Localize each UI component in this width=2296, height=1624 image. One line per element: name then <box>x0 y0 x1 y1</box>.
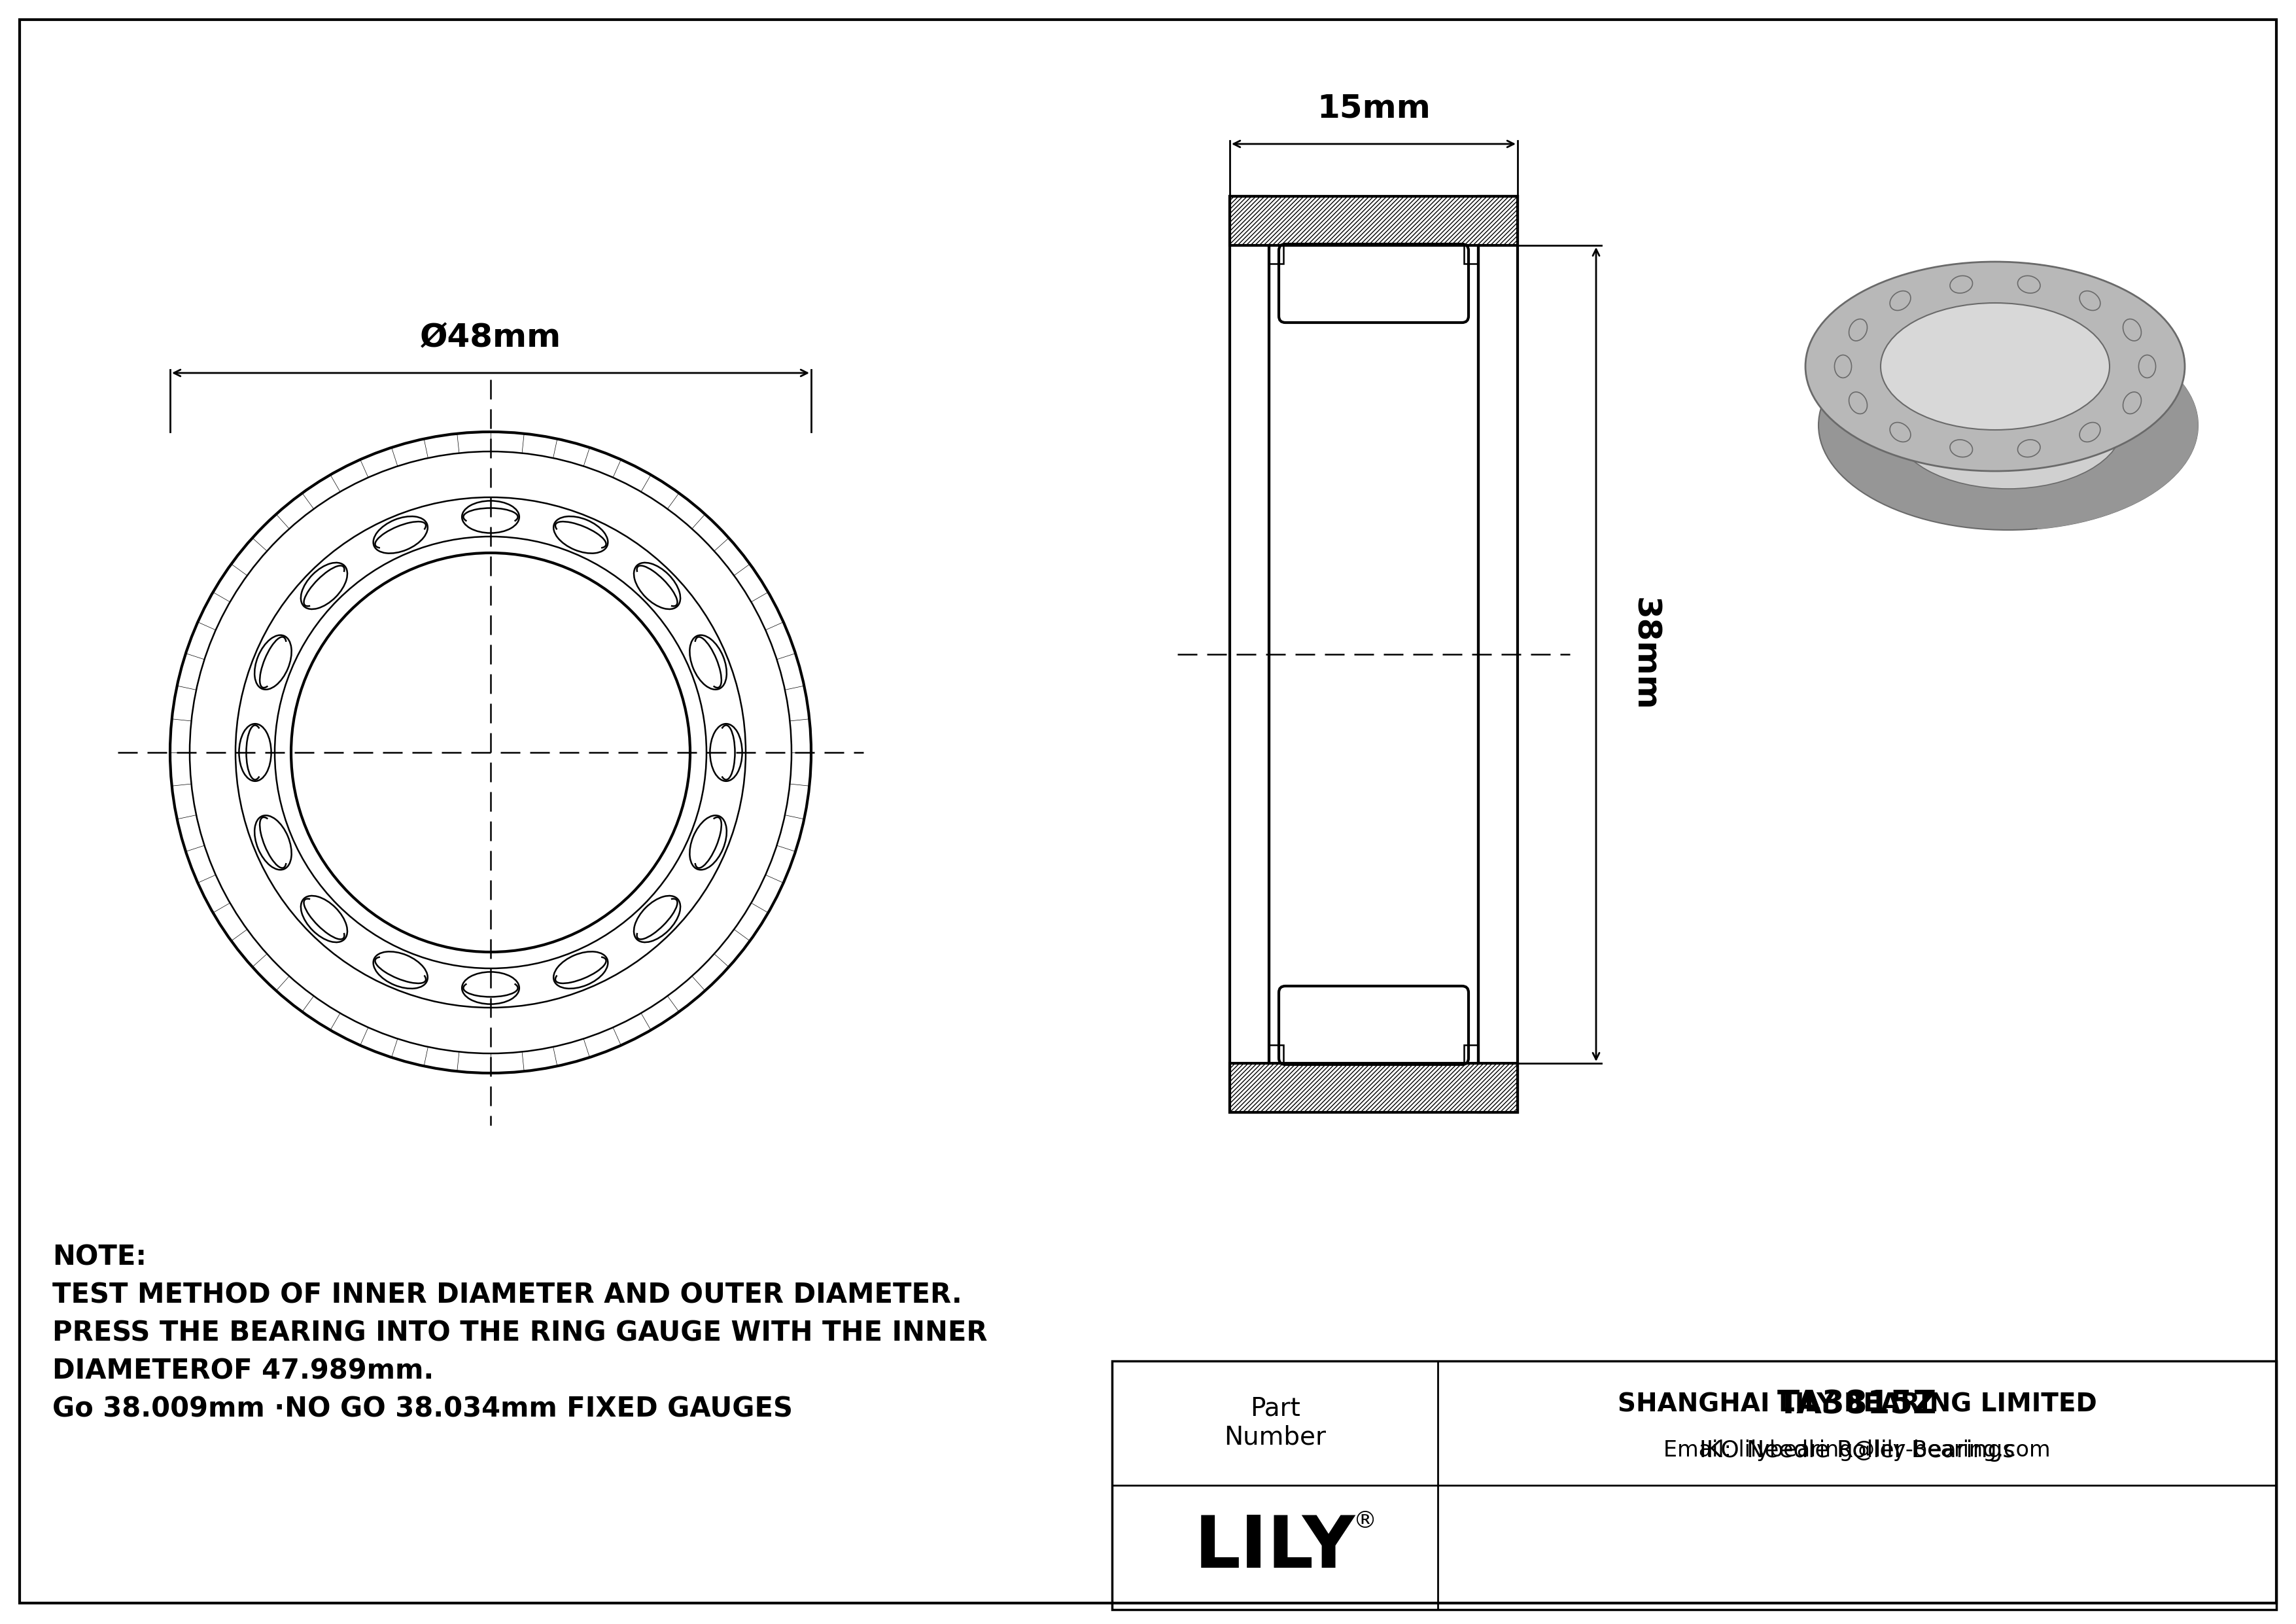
Bar <box>1231 197 1518 245</box>
Text: 15mm: 15mm <box>1318 93 1430 125</box>
Text: TEST METHOD OF INNER DIAMETER AND OUTER DIAMETER.: TEST METHOD OF INNER DIAMETER AND OUTER … <box>53 1281 962 1309</box>
Bar <box>1111 1361 2275 1609</box>
Text: SHANGHAI LILY BEARING LIMITED: SHANGHAI LILY BEARING LIMITED <box>1619 1392 2096 1416</box>
Bar <box>1465 245 1479 263</box>
Ellipse shape <box>1894 362 2124 489</box>
Ellipse shape <box>1880 304 2110 430</box>
Text: DIAMETEROF 47.989mm.: DIAMETEROF 47.989mm. <box>53 1358 434 1385</box>
Text: LILY: LILY <box>1194 1512 1355 1582</box>
Bar <box>1479 197 1518 1112</box>
Bar <box>1231 197 1270 1112</box>
Bar <box>1270 245 1283 263</box>
Text: Go 38.009mm ·NO GO 38.034mm FIXED GAUGES: Go 38.009mm ·NO GO 38.034mm FIXED GAUGES <box>53 1395 792 1423</box>
Text: NOTE:: NOTE: <box>53 1244 147 1270</box>
Bar <box>1231 1064 1518 1112</box>
Bar <box>1465 1044 1479 1064</box>
Text: IKO Needle Roller Bearings: IKO Needle Roller Bearings <box>1699 1439 2016 1462</box>
Text: PRESS THE BEARING INTO THE RING GAUGE WITH THE INNER: PRESS THE BEARING INTO THE RING GAUGE WI… <box>53 1319 987 1346</box>
Text: Ø48mm: Ø48mm <box>420 322 560 354</box>
Polygon shape <box>2025 263 2197 529</box>
Text: Part
Number: Part Number <box>1224 1397 1327 1450</box>
Text: 38mm: 38mm <box>1628 598 1660 711</box>
Text: TA3815Z: TA3815Z <box>1777 1389 1938 1419</box>
Ellipse shape <box>1818 320 2197 529</box>
Bar <box>1270 1044 1283 1064</box>
Text: Email: lilybearing@lily-bearing.com: Email: lilybearing@lily-bearing.com <box>1665 1440 2050 1462</box>
Ellipse shape <box>1805 261 2186 471</box>
Text: ®: ® <box>1355 1510 1378 1533</box>
